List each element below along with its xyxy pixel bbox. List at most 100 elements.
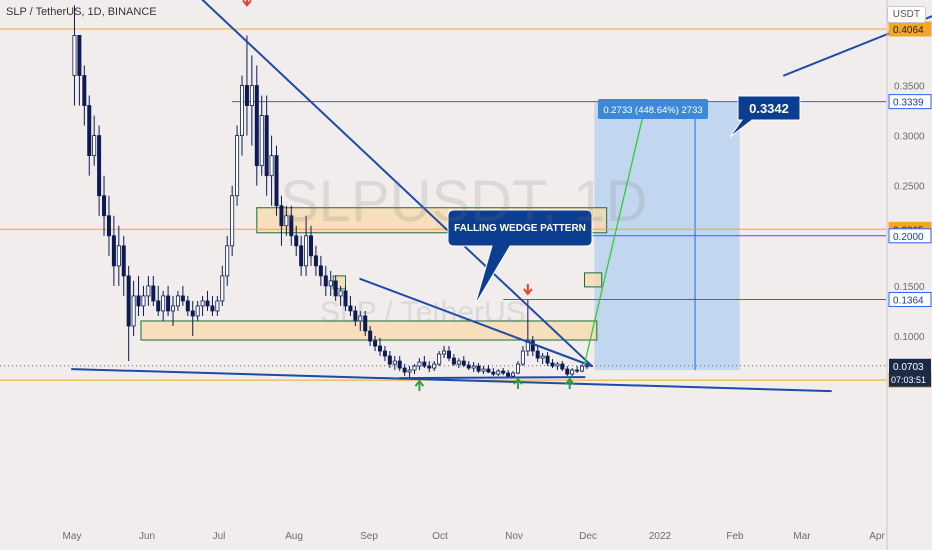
candle-body-33 <box>225 245 230 277</box>
candle-body-49 <box>304 235 309 267</box>
candle-body-57 <box>343 290 348 307</box>
candle-body-92 <box>515 363 520 374</box>
candle-body-68 <box>397 360 402 369</box>
candle-body-40 <box>259 115 264 167</box>
candle-body-30 <box>210 305 215 312</box>
candle-body-3 <box>77 35 82 76</box>
candle-body-4 <box>82 75 87 106</box>
marker-arrow-head-3 <box>414 379 425 387</box>
candle-body-47 <box>294 235 299 247</box>
candle-body-90 <box>506 372 511 377</box>
candle-body-77 <box>442 350 447 355</box>
measure-label: 0.2733 (448.64%) 2733 <box>603 105 702 116</box>
candle-body-31 <box>215 300 220 312</box>
candle-body-23 <box>175 295 180 307</box>
marker-arrow-head-1 <box>242 0 252 7</box>
candle-body-17 <box>146 285 151 297</box>
y-tick-5: 0.1000 <box>894 332 925 343</box>
candle-body-101 <box>560 363 565 370</box>
candle-body-54 <box>328 280 333 287</box>
projection-arrow-line <box>583 102 647 365</box>
candle-body-12 <box>121 245 126 277</box>
candle-body-73 <box>422 361 427 367</box>
candle-body-84 <box>476 365 481 372</box>
x-tick-12: Apr <box>869 531 885 542</box>
candle-body-36 <box>240 85 245 136</box>
candle-body-100 <box>555 363 560 367</box>
candle-body-62 <box>368 330 373 342</box>
trendline-5 <box>398 376 586 380</box>
candle-body-106 <box>584 365 589 368</box>
candle-body-98 <box>545 355 550 364</box>
candle-body-38 <box>249 85 254 106</box>
y-tick-2: 0.3000 <box>894 132 925 143</box>
currency-badge[interactable]: USDT <box>886 6 926 23</box>
candle-body-59 <box>353 310 358 322</box>
trendline-2 <box>201 0 593 368</box>
candle-body-81 <box>461 360 466 366</box>
candle-body-7 <box>97 135 102 197</box>
candle-body-2 <box>72 35 77 76</box>
level-tag-text-1: 0.4064 <box>893 25 924 36</box>
level-tag-text-5: 0.1364 <box>893 296 924 307</box>
candle-body-13 <box>126 275 131 327</box>
y-tick-1: 0.3500 <box>894 82 925 93</box>
candle-body-95 <box>530 340 535 352</box>
candle-body-82 <box>466 364 471 369</box>
candle-body-83 <box>471 365 476 369</box>
candle-body-21 <box>166 295 171 312</box>
target-label: 0.3342 <box>749 101 789 116</box>
candle-body-89 <box>501 370 506 374</box>
candle-body-24 <box>180 295 185 302</box>
x-tick-6: Oct <box>432 531 448 542</box>
candle-body-56 <box>338 290 343 297</box>
candle-body-67 <box>392 360 397 365</box>
candle-body-71 <box>412 365 417 371</box>
candle-body-46 <box>289 215 294 237</box>
candle-body-41 <box>264 115 269 177</box>
candle-body-51 <box>313 255 318 267</box>
candle-body-102 <box>565 368 570 375</box>
zone-4 <box>584 272 603 288</box>
candle-body-34 <box>230 195 235 247</box>
measure-label-box <box>598 99 708 119</box>
candle-body-14 <box>131 295 136 327</box>
candle-body-65 <box>382 350 387 357</box>
marker-arrow-head-5 <box>564 377 575 385</box>
candle-body-78 <box>446 350 451 359</box>
candle-body-86 <box>486 368 491 373</box>
candle-body-103 <box>570 369 575 375</box>
candle-body-104 <box>575 369 580 372</box>
candle-body-11 <box>116 245 121 267</box>
watermark-ticker: SLPUSDT, 1D <box>280 169 648 234</box>
candle-body-79 <box>451 357 456 365</box>
x-tick-9: 2022 <box>649 531 672 542</box>
candle-body-35 <box>235 135 240 197</box>
trendline-1 <box>783 15 932 77</box>
candle-body-63 <box>373 340 378 347</box>
candle-body-72 <box>417 361 422 367</box>
candle-body-58 <box>348 305 353 312</box>
x-tick-4: Aug <box>285 531 303 542</box>
candles-layer <box>72 5 589 379</box>
candle-body-99 <box>550 362 555 367</box>
x-tick-2: Jun <box>139 531 155 542</box>
candle-body-48 <box>299 245 304 267</box>
level-tag-2 <box>888 94 932 110</box>
annotations-layer: FALLING WEDGE PATTERN 0.3342 0.2733 (448.6… <box>447 95 801 306</box>
falling-wedge-label: FALLING WEDGE PATTERN <box>454 223 586 234</box>
candle-body-22 <box>171 305 176 312</box>
candle-body-55 <box>333 280 338 297</box>
candle-body-93 <box>520 350 525 365</box>
candle-body-42 <box>269 155 274 177</box>
y-tick-3: 0.2500 <box>894 182 925 193</box>
candle-body-20 <box>161 295 166 312</box>
candle-body-6 <box>92 135 97 157</box>
candle-body-64 <box>377 345 382 352</box>
target-callout <box>729 95 801 138</box>
level-tag-5 <box>888 292 932 308</box>
candle-body-25 <box>185 300 190 312</box>
candle-body-18 <box>151 285 156 302</box>
